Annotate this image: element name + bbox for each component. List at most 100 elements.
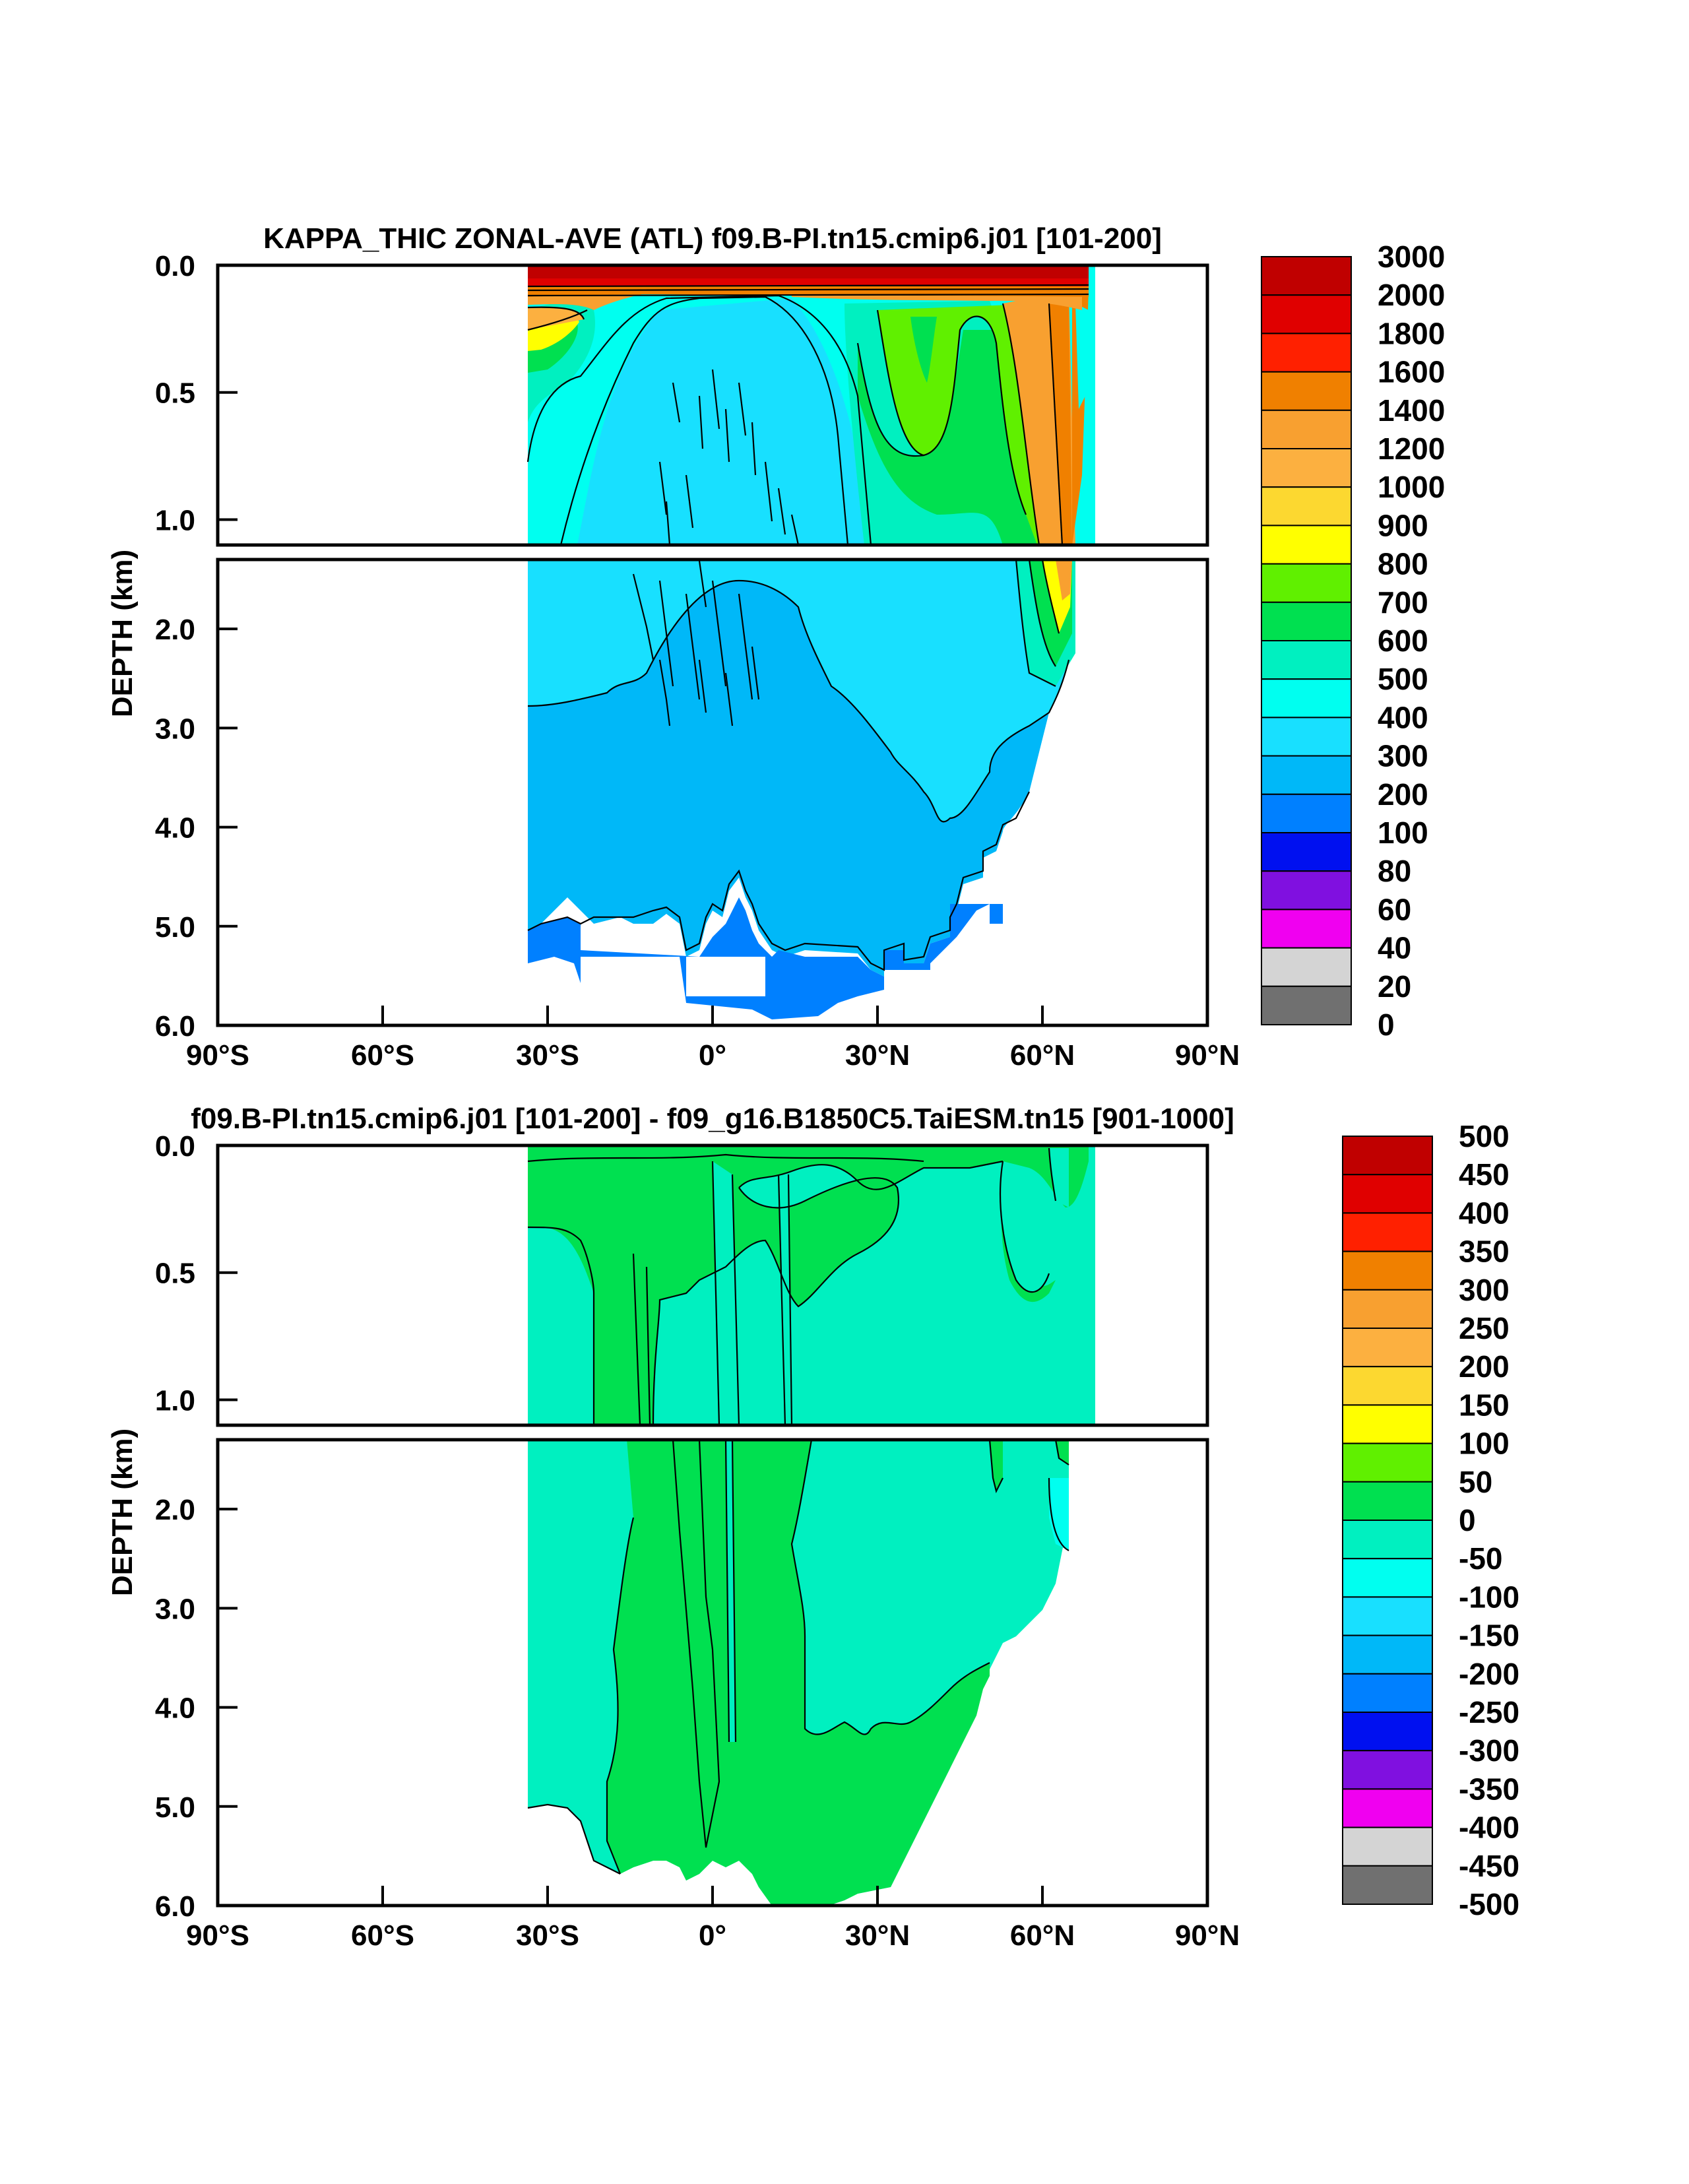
colorbar-swatch xyxy=(1261,371,1352,411)
colorbar-swatch xyxy=(1261,294,1352,335)
colorbar-label: -300 xyxy=(1459,1733,1519,1768)
colorbar-swatch xyxy=(1342,1558,1433,1598)
colorbar-swatch xyxy=(1261,563,1352,603)
colorbar-swatch xyxy=(1342,1788,1433,1828)
colorbar-label: 350 xyxy=(1459,1235,1510,1269)
colorbar-swatch xyxy=(1261,333,1352,373)
colorbar-label: 200 xyxy=(1459,1349,1510,1384)
y-tick-label: 4.0 xyxy=(155,812,195,845)
colorbar-label: 1200 xyxy=(1378,432,1445,466)
y-tick-label: 0.0 xyxy=(155,1130,195,1163)
colorbar-swatch xyxy=(1342,1250,1433,1291)
panel-bottom: f09.B-PI.tn15.cmip6.j01 [101-200] - f09_… xyxy=(106,1103,1519,1952)
colorbar-label: -500 xyxy=(1459,1887,1519,1921)
colorbar-label: 100 xyxy=(1378,816,1428,850)
colorbar-swatch xyxy=(1342,1865,1433,1906)
y-tick-label: 0.5 xyxy=(155,377,195,410)
y-tick-label: 2.0 xyxy=(155,1494,195,1526)
colorbar-label: -450 xyxy=(1459,1849,1519,1883)
colorbar-swatch xyxy=(1261,640,1352,680)
y-tick-label: 0.0 xyxy=(155,250,195,282)
chart-title-top: KAPPA_THIC ZONAL-AVE (ATL) f09.B-PI.tn15… xyxy=(263,222,1162,255)
x-tick-label: 0° xyxy=(699,1039,726,1072)
y-tick-label: 6.0 xyxy=(155,1890,195,1923)
colorbar-label: 200 xyxy=(1378,777,1428,812)
colorbar-label: 40 xyxy=(1378,931,1411,965)
colorbar-label: 600 xyxy=(1378,624,1428,658)
x-tick-label: 30°S xyxy=(516,1919,579,1952)
x-tick-label: 60°N xyxy=(1010,1039,1075,1072)
plot-frame-upper xyxy=(216,263,1209,547)
colorbar-label: -150 xyxy=(1459,1619,1519,1653)
colorbar-label: -400 xyxy=(1459,1811,1519,1845)
y-tick-label: 1.0 xyxy=(155,504,195,536)
colorbar-label: -250 xyxy=(1459,1695,1519,1729)
x-tick-label: 60°S xyxy=(351,1039,414,1072)
colorbar-swatch xyxy=(1342,1520,1433,1560)
colorbar-label: 450 xyxy=(1459,1157,1510,1192)
y-tick-label: 5.0 xyxy=(155,1791,195,1824)
plot-area-lower xyxy=(527,560,1075,1019)
colorbar-swatch xyxy=(1342,1289,1433,1330)
colorbar-swatch xyxy=(1342,1634,1433,1675)
plot-area-upper-b xyxy=(527,1145,1095,1425)
x-tick-label: 30°S xyxy=(516,1039,579,1072)
x-tick-label: 90°S xyxy=(186,1919,249,1952)
x-tick-label: 30°N xyxy=(845,1039,910,1072)
colorbar-label: 100 xyxy=(1459,1427,1510,1461)
y-tick-label: 2.0 xyxy=(155,614,195,646)
colorbar-swatch xyxy=(1261,755,1352,795)
colorbar-label: 2000 xyxy=(1378,278,1445,312)
colorbar-label: -50 xyxy=(1459,1541,1502,1576)
x-tick-label: 60°S xyxy=(351,1919,414,1952)
colorbar-bottom: 500450400350300250200150100500-50-100-15… xyxy=(1342,1119,1519,1921)
plot-area-lower-b xyxy=(527,1440,1069,1906)
colorbar-label: 300 xyxy=(1378,739,1428,773)
colorbar-label: 1600 xyxy=(1378,355,1445,389)
y-tick-label: 1.0 xyxy=(155,1384,195,1417)
x-tick-label: 0° xyxy=(699,1919,726,1952)
colorbar-label: 900 xyxy=(1378,508,1428,542)
colorbar-label: -200 xyxy=(1459,1657,1519,1691)
colorbar-swatch xyxy=(1261,525,1352,565)
y-tick-label: 5.0 xyxy=(155,911,195,944)
y-tick-label: 6.0 xyxy=(155,1010,195,1043)
x-tick-label: 90°N xyxy=(1175,1039,1240,1072)
colorbar-swatch xyxy=(1342,1826,1433,1867)
colorbar-label: 150 xyxy=(1459,1388,1510,1422)
colorbar-swatch xyxy=(1261,985,1352,1026)
colorbar-label: 20 xyxy=(1378,969,1411,1004)
colorbar-label: 400 xyxy=(1459,1196,1510,1230)
plot-area-upper xyxy=(526,265,1095,545)
colorbar-swatch xyxy=(1261,409,1352,449)
colorbar-label: 800 xyxy=(1378,547,1428,581)
colorbar-swatch xyxy=(1342,1366,1433,1406)
x-tick-label: 90°N xyxy=(1175,1919,1240,1952)
colorbar-swatch xyxy=(1261,448,1352,488)
y-tick-label: 4.0 xyxy=(155,1692,195,1725)
colorbar-label: 300 xyxy=(1459,1273,1510,1307)
colorbar-swatch xyxy=(1261,256,1352,296)
colorbar-swatch xyxy=(1342,1136,1433,1176)
axes-top: 90°S 60°S 30°S 0° 30°N 60°N 90°N 0.0 0.5 1.0 2.0 3.… xyxy=(155,250,1240,1072)
colorbar-label: 500 xyxy=(1459,1119,1510,1153)
colorbar-swatch xyxy=(1342,1712,1433,1752)
colorbar-label: 60 xyxy=(1378,892,1411,926)
y-tick-label: 3.0 xyxy=(155,1593,195,1625)
colorbar-label: 3000 xyxy=(1378,240,1445,274)
chart-title-bottom: f09.B-PI.tn15.cmip6.j01 [101-200] - f09_… xyxy=(191,1103,1234,1135)
colorbar-swatch xyxy=(1342,1328,1433,1368)
colorbar-swatch xyxy=(1261,947,1352,987)
colorbar-swatch xyxy=(1342,1404,1433,1444)
x-tick-label: 90°S xyxy=(186,1039,249,1072)
colorbar-label: 1000 xyxy=(1378,470,1445,504)
plot-frame-upper-b xyxy=(216,1143,1209,1427)
y-axis-label-bottom: DEPTH (km) xyxy=(106,1429,139,1596)
y-axis-label-top: DEPTH (km) xyxy=(106,550,139,717)
colorbar-swatch xyxy=(1342,1174,1433,1214)
colorbar-swatch xyxy=(1261,486,1352,527)
panel-top: KAPPA_THIC ZONAL-AVE (ATL) f09.B-PI.tn15… xyxy=(106,222,1445,1072)
colorbar-top: 3000200018001600140012001000900800700600… xyxy=(1261,240,1445,1042)
colorbar-label: 0 xyxy=(1459,1503,1476,1537)
